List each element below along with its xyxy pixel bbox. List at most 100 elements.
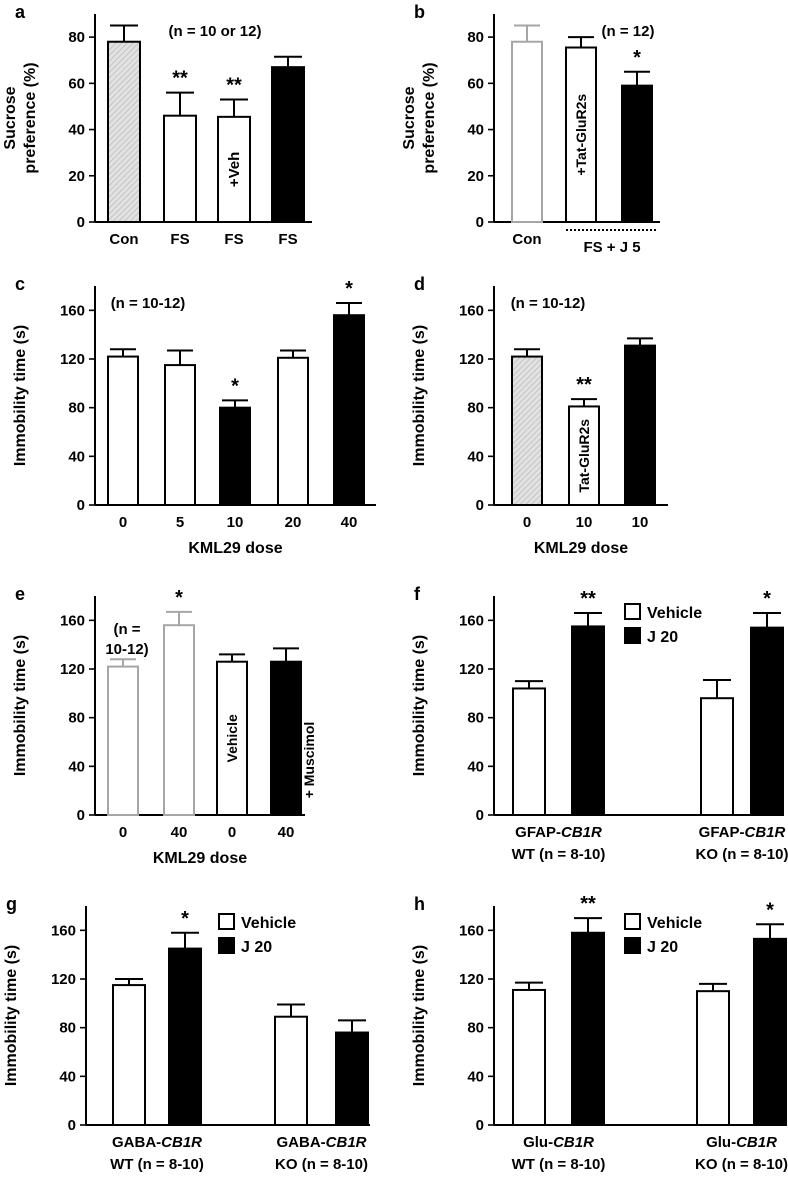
significance-mark: ** [580, 893, 596, 915]
sample-size-note: (n = 10 or 12) [169, 23, 262, 40]
y-axis-label: Immobility time (s) [3, 945, 20, 1086]
y-tick-label: 120 [459, 971, 484, 988]
y-tick-label: 120 [60, 351, 85, 368]
group-label-gene: CB1R [561, 824, 602, 841]
y-tick-label: 80 [467, 400, 484, 417]
legend-swatch [624, 603, 641, 620]
panel-letter: d [414, 274, 425, 294]
y-axis-label: Sucrose [2, 86, 19, 149]
y-tick-label: 40 [68, 758, 85, 775]
bar [164, 364, 196, 507]
bar-inner-label: +Veh [226, 152, 243, 187]
significance-mark: * [231, 375, 239, 397]
y-tick-label: 80 [467, 29, 484, 46]
legend-label: J 20 [647, 939, 678, 956]
sample-size-note: (n = 10-12) [511, 295, 586, 312]
bar-inner-label: +Tat-GluR2s [573, 94, 589, 176]
panel-letter: a [15, 2, 26, 22]
panel-e: e 0 40 80 120 160 Immobility time (s) 0 * 40 Vehic… [12, 584, 317, 867]
x-tick-label: Con [512, 231, 541, 248]
bar [163, 624, 195, 817]
x-tick-label: 0 [228, 824, 236, 841]
group-label-prefix: Glu- [706, 1134, 736, 1151]
panel-d: d 0 40 80 120 160 Immobility time (s) 0 ** Tat-Gl… [411, 274, 668, 557]
bar-inner-label: Tat-GluR2 [632, 392, 648, 458]
legend-label: J 20 [241, 939, 272, 956]
y-axis-label: Immobility time (s) [411, 945, 428, 1086]
bar [511, 40, 543, 223]
group-label: GABA-CB1R [276, 1134, 366, 1151]
bar [335, 1031, 369, 1126]
y-tick-label: 80 [68, 400, 85, 417]
significance-mark: * [175, 587, 183, 609]
significance-mark: ** [172, 68, 188, 90]
significance-mark: * [345, 278, 353, 300]
bar [571, 931, 605, 1126]
bar [112, 984, 146, 1126]
panel-g: g 0 40 80 120 160 Immobility time (s) * Vehicle J… [3, 894, 370, 1173]
group-label: GABA-CB1R [112, 1134, 202, 1151]
y-axis-label: Immobility time (s) [411, 635, 428, 776]
y-tick-label: 0 [476, 807, 484, 824]
group-label-gene: CB1R [553, 1134, 594, 1151]
group-sublabel: WT (n = 8-10) [512, 846, 606, 863]
significance-mark: * [633, 47, 641, 69]
y-tick-label: 160 [51, 922, 76, 939]
y-tick-label: 160 [459, 302, 484, 319]
bar [700, 697, 734, 817]
x-tick-label: Con [109, 231, 138, 248]
x-tick-label: FS [278, 231, 297, 248]
bar [107, 355, 139, 507]
bar [219, 406, 251, 506]
significance-mark: ** [226, 75, 242, 97]
group-sublabel: KO (n = 8-10) [695, 1156, 788, 1173]
y-tick-label: 0 [68, 1117, 76, 1134]
y-tick-label: 0 [476, 214, 484, 231]
bar-inner-label: Tat-GluR2 [278, 705, 294, 771]
group-label-gene: CB1R [745, 824, 786, 841]
y-axis-label: preference (%) [22, 62, 39, 173]
y-axis-label: preference (%) [421, 62, 438, 173]
legend-swatch [624, 913, 641, 930]
panel-b: b 0 20 40 60 80 Sucrose preference (%) Con +Tat-G… [401, 2, 660, 256]
bar [753, 937, 787, 1126]
y-axis-label: Immobility time (s) [12, 325, 29, 466]
y-tick-label: 80 [68, 710, 85, 727]
bar [216, 660, 248, 817]
legend-label: J 20 [647, 629, 678, 646]
x-axis-label: KML29 dose [188, 540, 282, 557]
x-tick-label: 40 [278, 824, 295, 841]
panel-letter: e [15, 584, 25, 604]
y-tick-label: 160 [60, 302, 85, 319]
bar-inner-label: Vehicle [224, 714, 240, 762]
x-tick-label: 10 [632, 514, 649, 531]
bar [750, 626, 784, 817]
x-tick-label: 0 [119, 514, 127, 531]
panel-letter: g [6, 894, 17, 914]
bar [511, 355, 543, 507]
bar [274, 1015, 308, 1127]
bar [217, 115, 251, 223]
bar [568, 405, 600, 507]
bar [270, 660, 302, 817]
group-label-prefix: GFAP- [515, 824, 561, 841]
y-tick-label: 160 [60, 612, 85, 629]
panel-letter: h [414, 894, 425, 914]
y-tick-label: 40 [467, 122, 484, 139]
group-label-gene: CB1R [161, 1134, 202, 1151]
y-tick-label: 80 [467, 710, 484, 727]
y-tick-label: 60 [68, 75, 85, 92]
y-tick-label: 60 [467, 75, 484, 92]
group-label: GFAP-CB1R [699, 824, 786, 841]
panel-letter: c [15, 274, 25, 294]
legend-swatch [218, 937, 235, 954]
sample-size-note: 10-12) [105, 641, 148, 658]
bar [277, 356, 309, 506]
y-tick-label: 0 [476, 1117, 484, 1134]
y-tick-label: 120 [60, 661, 85, 678]
bar [163, 114, 197, 223]
bar [571, 625, 605, 817]
y-tick-label: 80 [68, 29, 85, 46]
bar [107, 665, 139, 816]
